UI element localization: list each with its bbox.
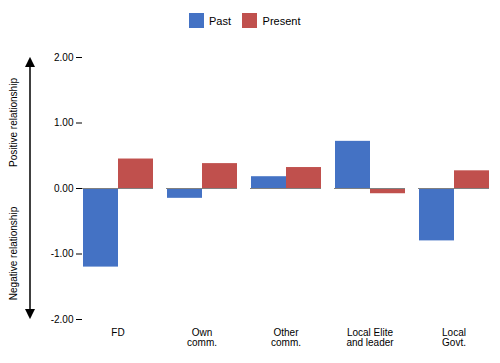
- svg-text:FD: FD: [111, 326, 124, 337]
- html-text:Present: Present: [262, 14, 301, 27]
- svg-text:-2.00: -2.00: [51, 313, 74, 324]
- svg-text:Local Eliteand leader: Local Eliteand leader: [346, 326, 394, 347]
- svg-text:2.00: 2.00: [54, 51, 74, 62]
- svg-text:0.00: 0.00: [54, 182, 74, 193]
- svg-text:Negative relationship: Negative relationship: [8, 206, 19, 300]
- svg-text:Othercomm.: Othercomm.: [271, 326, 301, 347]
- svg-text:Positive relationship: Positive relationship: [8, 77, 19, 166]
- svg-text:LocalGovt.: LocalGovt.: [442, 326, 466, 347]
- svg-text:-1.00: -1.00: [51, 248, 74, 259]
- html-text:Past: Past: [209, 14, 231, 27]
- svg-text:Owncomm.: Owncomm.: [187, 326, 217, 347]
- svg-text:1.00: 1.00: [54, 117, 74, 128]
